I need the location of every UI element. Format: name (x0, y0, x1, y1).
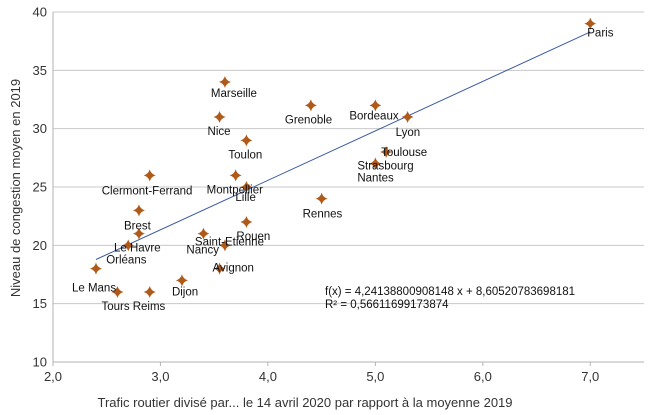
data-point (369, 157, 382, 170)
y-tick-label: 35 (33, 63, 47, 78)
data-point (213, 111, 226, 123)
data-point (240, 134, 253, 147)
x-tick-label: 7,0 (581, 369, 599, 384)
x-tick-label: 6,0 (474, 369, 492, 384)
point-label: Le Havre (114, 243, 161, 255)
x-tick-label: 2,0 (44, 369, 62, 384)
point-label: Le Mans (72, 283, 116, 295)
point-label: Nantes (357, 173, 394, 185)
point-label: Lyon (396, 127, 421, 139)
point-label: Paris (587, 28, 613, 40)
y-tick-label: 20 (33, 238, 47, 253)
x-tick-labels: 2,0 3,0 4,0 5,0 6,0 7,0 (44, 369, 599, 384)
point-label: Reims (133, 301, 166, 313)
x-tick-label: 4,0 (259, 369, 277, 384)
y-tick-label: 10 (33, 355, 47, 370)
data-point (143, 169, 156, 182)
trendline-group (95, 31, 591, 260)
y-tick-label: 30 (33, 121, 47, 136)
point-label: Clermont-Ferrand (102, 185, 193, 197)
data-point (240, 216, 253, 228)
data-point (175, 274, 188, 287)
y-tick-label: 25 (33, 180, 47, 195)
data-point (218, 239, 231, 252)
point-label: Grenoble (285, 114, 332, 126)
data-point (143, 286, 156, 298)
data-point (132, 204, 145, 217)
x-tick-label: 5,0 (366, 369, 384, 384)
data-point (132, 227, 145, 240)
point-label: Lille (235, 192, 255, 204)
trendline-equation: f(x) = 4,24138800908148 x + 8,6052078369… (325, 286, 575, 298)
data-point (401, 111, 414, 123)
y-axis-title: Niveau de congestion moyen en 2019 (8, 79, 23, 297)
point-label: Bordeaux (349, 110, 398, 122)
point-label: Dijon (172, 286, 198, 298)
trendline (95, 31, 591, 260)
trendline-r-squared: R² = 0,56611699173874 (325, 299, 449, 311)
y-tick-labels: 10 15 20 25 30 35 40 (33, 5, 47, 370)
point-label: Toulouse (381, 147, 427, 159)
data-point (122, 239, 135, 252)
data-point (229, 169, 242, 182)
point-labels: Paris Marseille Nice Grenoble Bordeaux Lyon To… (72, 28, 614, 313)
data-point (197, 227, 210, 240)
data-points (89, 17, 597, 298)
point-label: Orléans (106, 254, 147, 266)
point-label: Rennes (303, 209, 343, 221)
data-point (369, 99, 382, 112)
data-point (89, 262, 102, 275)
data-point (213, 262, 226, 275)
point-label: Nancy (186, 245, 219, 257)
point-label: Tours (101, 301, 129, 313)
point-label: Rouen (236, 231, 270, 243)
point-label: Brest (124, 220, 152, 232)
x-axis-title: Trafic routier divisé par... le 14 avril… (97, 395, 512, 410)
data-point (380, 146, 393, 158)
data-point (218, 76, 231, 88)
data-point (304, 99, 317, 112)
data-point (584, 17, 597, 30)
data-point (111, 286, 124, 298)
y-tick-label: 15 (33, 296, 47, 311)
x-tick-label: 3,0 (151, 369, 169, 384)
y-tick-label: 40 (33, 5, 47, 20)
data-point (315, 192, 328, 205)
point-label: Avignon (213, 263, 254, 275)
point-label: Montpellier (207, 184, 263, 196)
point-label: Nice (208, 126, 231, 138)
point-label: Marseille (211, 88, 257, 100)
gridlines (53, 11, 644, 363)
point-label: Strasbourg (357, 161, 413, 173)
data-point (240, 181, 253, 193)
axes (52, 12, 644, 366)
point-label: Toulon (228, 149, 262, 161)
point-label: Saint-Etienne (195, 236, 264, 248)
